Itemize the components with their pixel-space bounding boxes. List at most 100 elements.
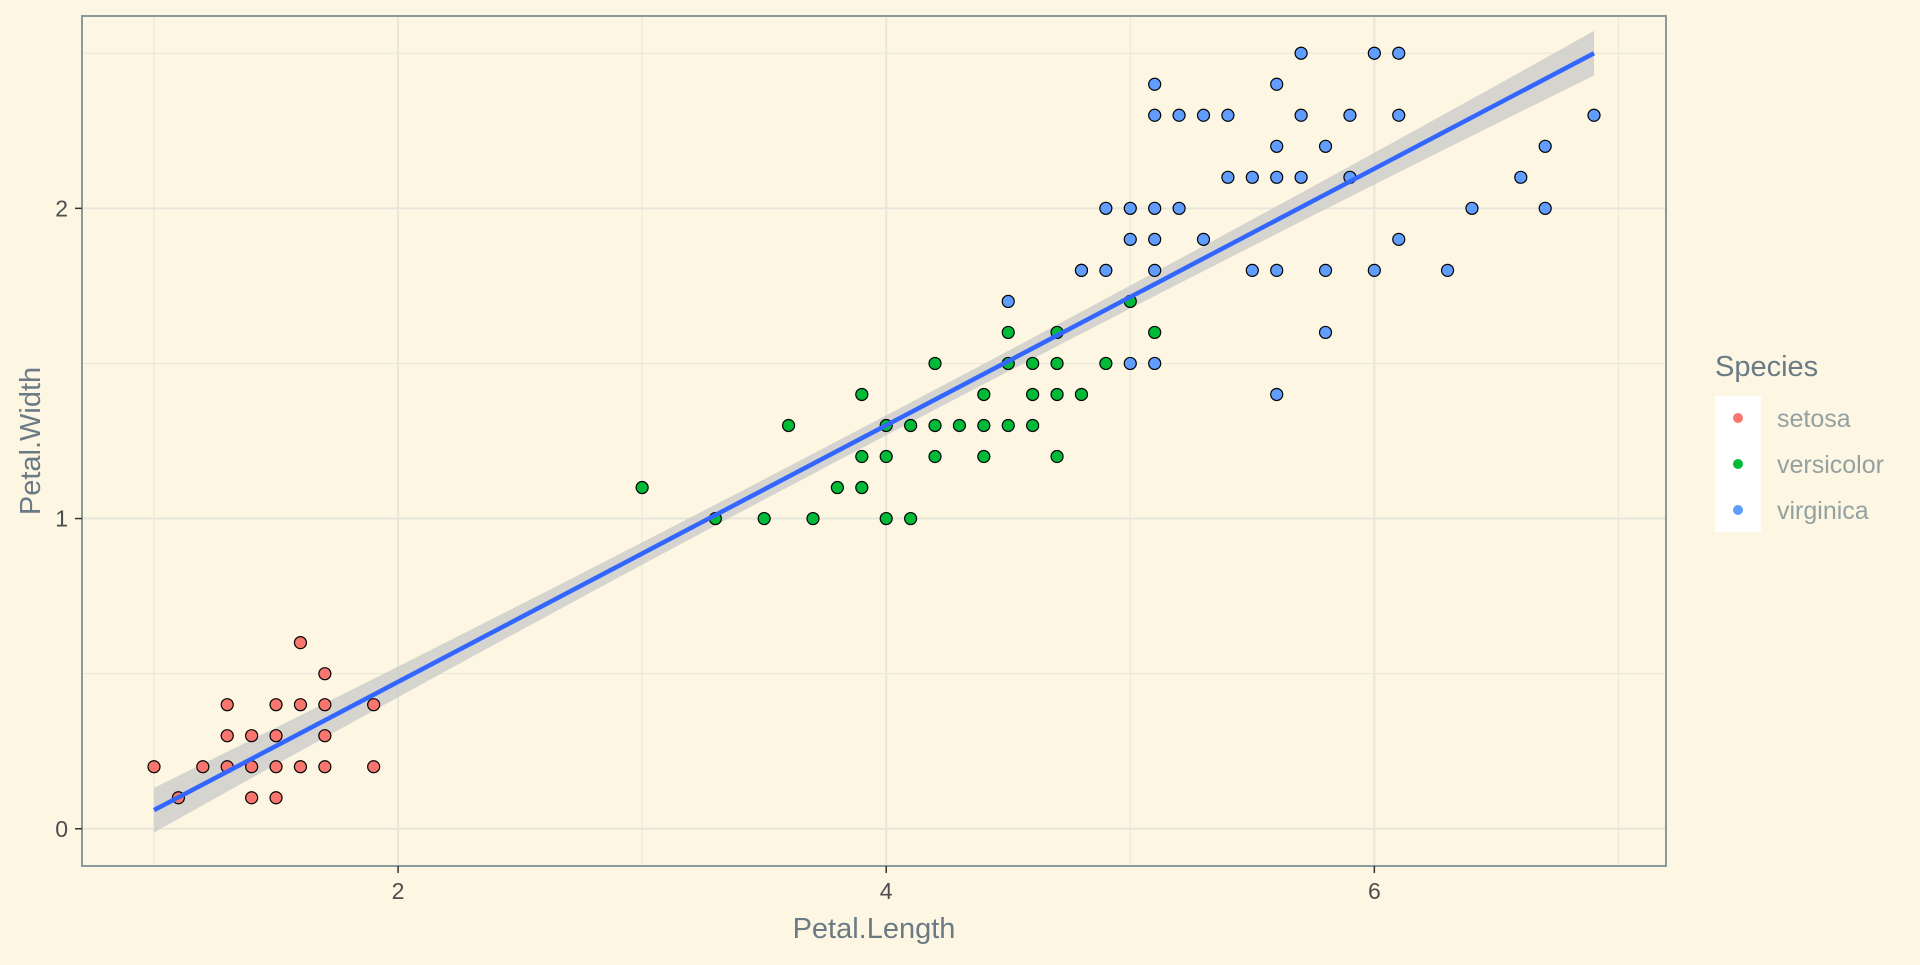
- data-point-virginica: [1587, 108, 1601, 122]
- data-point-versicolor: [830, 480, 844, 495]
- x-tick-label: 6: [1368, 878, 1381, 904]
- data-point-setosa: [318, 667, 332, 681]
- data-point-setosa: [367, 760, 381, 774]
- data-point-versicolor: [855, 480, 869, 495]
- data-point-versicolor: [904, 511, 918, 526]
- data-point-virginica: [1196, 232, 1211, 246]
- data-point-versicolor: [1050, 356, 1064, 371]
- data-point-virginica: [1318, 263, 1333, 277]
- data-point-setosa: [318, 760, 332, 774]
- data-point-virginica: [1221, 170, 1235, 184]
- data-point-virginica: [1538, 139, 1552, 153]
- data-point-setosa: [220, 698, 234, 712]
- data-point-versicolor: [855, 387, 869, 402]
- data-point-virginica: [1318, 325, 1333, 340]
- data-point-versicolor: [781, 418, 796, 433]
- data-point-virginica: [1294, 170, 1308, 184]
- data-point-versicolor: [928, 418, 942, 433]
- data-point-versicolor: [1026, 356, 1040, 371]
- legend-label-virginica: virginica: [1777, 497, 1869, 525]
- data-point-virginica: [1392, 108, 1406, 122]
- legend-key-versicolor: [1733, 459, 1743, 469]
- data-point-virginica: [1270, 77, 1284, 91]
- data-point-virginica: [1148, 263, 1162, 277]
- data-point-versicolor: [1026, 387, 1040, 402]
- data-point-virginica: [1245, 170, 1259, 184]
- data-point-versicolor: [928, 356, 942, 371]
- data-point-versicolor: [757, 511, 771, 526]
- ticks-layer: 2 4 6 0 1 2: [55, 195, 1381, 904]
- data-point-setosa: [318, 729, 332, 743]
- data-point-versicolor: [1099, 356, 1113, 371]
- x-tick-label: 4: [880, 878, 893, 904]
- data-point-virginica: [1099, 263, 1113, 277]
- data-point-versicolor: [1050, 449, 1064, 464]
- data-point-versicolor: [1001, 418, 1015, 433]
- points-layer: [147, 46, 1601, 805]
- data-point-virginica: [1123, 201, 1137, 215]
- data-point-virginica: [1172, 108, 1186, 122]
- data-point-setosa: [293, 698, 308, 712]
- data-point-virginica: [1465, 201, 1479, 215]
- data-point-virginica: [1001, 294, 1015, 309]
- data-point-setosa: [269, 698, 283, 712]
- data-point-versicolor: [806, 511, 820, 526]
- data-point-setosa: [269, 760, 283, 774]
- data-point-virginica: [1538, 201, 1552, 215]
- data-point-versicolor: [928, 449, 942, 464]
- y-tick-label: 0: [55, 816, 68, 842]
- data-point-setosa: [293, 760, 308, 774]
- data-point-virginica: [1270, 139, 1284, 153]
- legend-key-virginica: [1733, 505, 1743, 515]
- data-point-virginica: [1392, 46, 1406, 60]
- data-point-versicolor: [879, 511, 893, 526]
- data-point-setosa: [318, 698, 332, 712]
- data-point-setosa: [245, 791, 259, 805]
- data-point-setosa: [367, 698, 381, 712]
- data-point-versicolor: [977, 387, 991, 402]
- data-point-setosa: [196, 760, 210, 774]
- data-point-versicolor: [1026, 418, 1040, 433]
- legend-label-versicolor: versicolor: [1777, 451, 1884, 479]
- data-point-virginica: [1148, 77, 1162, 91]
- data-point-virginica: [1148, 108, 1162, 122]
- data-point-setosa: [245, 729, 259, 743]
- data-point-setosa: [220, 729, 234, 743]
- data-point-virginica: [1074, 263, 1089, 277]
- x-tick-label: 2: [392, 878, 405, 904]
- data-point-virginica: [1148, 201, 1162, 215]
- legend-key-setosa: [1733, 413, 1743, 423]
- data-point-virginica: [1270, 263, 1284, 277]
- data-point-setosa: [269, 791, 283, 805]
- data-point-versicolor: [855, 449, 869, 464]
- data-point-virginica: [1148, 356, 1162, 371]
- data-point-virginica: [1440, 263, 1455, 277]
- data-point-virginica: [1148, 232, 1162, 246]
- legend-items: setosa versicolor virginica: [1733, 405, 1884, 525]
- data-point-virginica: [1343, 108, 1357, 122]
- data-point-versicolor: [977, 418, 991, 433]
- fit-line-layer: [152, 51, 1596, 813]
- data-point-virginica: [1514, 170, 1528, 184]
- data-point-virginica: [1245, 263, 1259, 277]
- y-axis-title: Petal.Width: [15, 367, 47, 515]
- data-point-virginica: [1270, 387, 1284, 402]
- y-tick-label: 1: [55, 506, 68, 532]
- data-point-virginica: [1318, 139, 1333, 153]
- data-point-virginica: [1367, 46, 1381, 60]
- legend-label-setosa: setosa: [1777, 405, 1851, 433]
- data-point-virginica: [1270, 170, 1284, 184]
- data-point-versicolor: [1050, 387, 1064, 402]
- data-point-versicolor: [904, 418, 918, 433]
- data-point-versicolor: [1148, 325, 1162, 340]
- data-point-versicolor: [977, 449, 991, 464]
- data-point-virginica: [1123, 356, 1137, 371]
- data-point-virginica: [1294, 46, 1308, 60]
- x-axis-title: Petal.Length: [793, 913, 956, 945]
- data-point-virginica: [1392, 232, 1406, 246]
- data-point-virginica: [1367, 263, 1381, 277]
- panel-border: [81, 15, 1667, 867]
